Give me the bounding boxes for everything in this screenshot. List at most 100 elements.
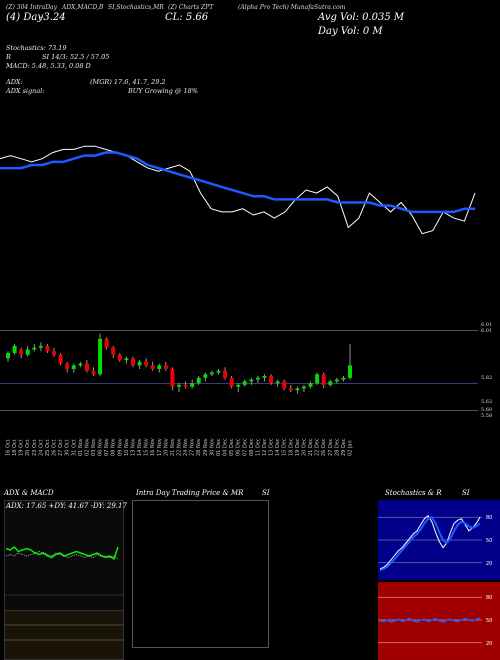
candle-body: [190, 383, 195, 387]
date-label: 29 Nov: [203, 438, 209, 456]
candle-body: [288, 388, 293, 391]
date-label: 28 Nov: [196, 438, 202, 456]
close-price: CL: 5.66: [165, 12, 209, 23]
candle-body: [183, 384, 188, 387]
date-label: 03 Nov: [91, 438, 97, 456]
price-axis-label: 5.58: [481, 413, 493, 419]
rsi-axis-label: 50: [486, 618, 492, 624]
stochastics-rsi-chart: 80 50 20 80 50 20: [378, 500, 500, 660]
date-label: 08 Dec: [249, 438, 255, 456]
header-label-1: (Z) 304 IntraDay: [6, 4, 57, 11]
price-axis-label: 6.01: [481, 322, 493, 328]
candle-body: [111, 347, 116, 355]
price-axis-label: 5.82: [481, 375, 493, 381]
date-label: 08 Nov: [111, 438, 117, 456]
adx-label: ADX:: [6, 78, 23, 86]
candle-body: [177, 384, 181, 387]
date-label: 22 Nov: [177, 438, 183, 456]
date-label: 16 Oct: [6, 439, 12, 456]
stochastic-d-line: [379, 515, 481, 572]
candle-body: [117, 354, 122, 361]
price-axis-label: 6.01: [481, 328, 493, 334]
macd-value: MACD: 5.48, 5.33, 0.08 D: [6, 62, 91, 70]
date-label: 20 Oct: [25, 439, 31, 456]
date-label: 28 Dec: [334, 438, 340, 456]
date-label: 09 Nov: [117, 438, 123, 456]
date-label: 23 Oct: [32, 439, 38, 456]
date-label: 05 Dec: [229, 438, 235, 456]
candlestick-chart: 16 Oct 18 Oct 19 Oct 20 Oct 23 Oct 24 Oct 25 O…: [0, 330, 478, 456]
date-label: 06 Nov: [98, 438, 104, 456]
candle-body: [216, 370, 221, 373]
avg-volume: Avg Vol: 0.035 M: [318, 12, 405, 23]
rsi-prefix: R: [6, 53, 11, 61]
date-label: 11 Dec: [255, 438, 261, 456]
buy-signal: BUY Growing @ 18%: [128, 87, 198, 95]
candle-body: [328, 381, 333, 385]
header-label-5: (Alpha Pro Tech) MunafaSutra.com: [238, 4, 346, 11]
candle-body: [315, 374, 320, 384]
candle-body: [150, 365, 155, 369]
rsi-axis-label: 20: [486, 641, 492, 647]
date-label: 20 Dec: [301, 438, 307, 456]
date-label: 26 Dec: [321, 438, 327, 456]
candle-body: [84, 363, 89, 371]
date-label: 17 Nov: [157, 438, 163, 456]
date-label: 21 Nov: [170, 438, 176, 456]
stochastics-title-right: SI: [462, 489, 470, 497]
date-label: 21 Dec: [308, 438, 314, 456]
date-label: 19 Oct: [19, 439, 25, 456]
date-label: 12 Dec: [262, 438, 268, 456]
date-label: 06 Dec: [236, 438, 242, 456]
candle-body: [223, 370, 228, 378]
candle-body: [282, 381, 287, 389]
adx-macd-title: ADX & MACD: [4, 489, 54, 497]
rsi-axis-label: 80: [486, 595, 492, 601]
date-label: 07 Dec: [242, 438, 248, 456]
date-label: 10 Nov: [124, 438, 130, 456]
candle-body: [308, 383, 313, 387]
candle-body: [78, 363, 83, 366]
header-label-2: ADX,MACD,B: [62, 4, 104, 11]
candle-body: [242, 381, 247, 385]
intraday-title: Intra Day Trading Price & MR: [136, 489, 244, 497]
candle-body: [262, 376, 267, 378]
candle-body: [32, 347, 37, 350]
intraday-panel: [132, 500, 269, 648]
candle-body: [269, 376, 274, 384]
date-label: 14 Dec: [275, 438, 281, 456]
stochastics-value: Stochastics: 73.19: [6, 44, 67, 52]
date-label: 13 Nov: [130, 438, 136, 456]
candle-body: [38, 345, 43, 348]
rsi-value: SI 14/3: 52.5 / 57.05: [42, 53, 110, 61]
candle-body: [19, 349, 24, 355]
adx-line: [5, 546, 119, 561]
candle-body: [98, 338, 103, 375]
day-volume: Day Vol: 0 M: [318, 26, 383, 37]
adx-signal-label: ADX signal:: [6, 87, 45, 95]
date-label: 25 Oct: [45, 439, 51, 456]
candle-body: [209, 372, 214, 375]
candle-body: [249, 379, 254, 382]
dy-line: [5, 551, 119, 560]
candle-body: [196, 377, 201, 384]
date-label: 02 Nov: [84, 438, 90, 456]
candle-body: [25, 349, 30, 355]
price-axis-label: 5.60: [481, 407, 493, 413]
header-label-3: SI,Stochastics,MR: [108, 4, 164, 11]
candle-body: [255, 377, 260, 380]
date-label: 20 Nov: [163, 438, 169, 456]
candle-body: [157, 365, 162, 369]
macd-panel: [4, 610, 124, 660]
candle-body: [170, 368, 175, 387]
date-label: 30 Nov: [209, 438, 215, 456]
candle-body: [163, 365, 168, 369]
day-change: -3.24: [40, 12, 66, 23]
date-label: 14 Nov: [137, 438, 143, 456]
ema-line: [0, 151, 475, 214]
stoch-axis-label: 50: [486, 538, 492, 544]
candle-body: [295, 388, 300, 391]
adx-chart: [4, 546, 124, 641]
date-label: 30 Oct: [65, 439, 71, 456]
date-label: 02 Jan: [348, 440, 354, 456]
